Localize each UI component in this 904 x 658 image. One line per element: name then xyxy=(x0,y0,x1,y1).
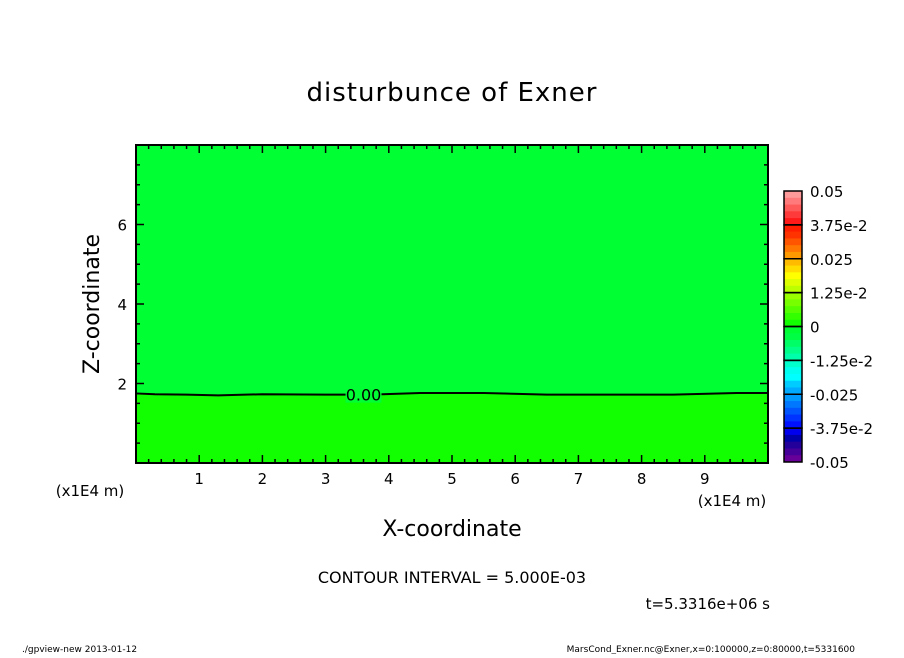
colorbar-band xyxy=(784,360,802,368)
colorbar-band xyxy=(784,455,802,463)
footer-left-text: ./gpview-new 2013-01-12 xyxy=(22,645,137,654)
y-tick-label: 6 xyxy=(117,217,127,235)
colorbar-band xyxy=(784,245,802,253)
colorbar-label: 0 xyxy=(810,319,820,337)
colorbar-band xyxy=(784,421,802,429)
colorbar-band xyxy=(784,211,802,219)
x-tick-label: 6 xyxy=(510,470,520,488)
x-axis-label: X-coordinate xyxy=(382,517,521,542)
contour-label-bg xyxy=(345,386,382,403)
chart-title: disturbunce of Exner xyxy=(307,78,598,108)
footer-right-text: MarsCond_Exner.nc@Exner,x=0:100000,z=0:8… xyxy=(567,645,856,654)
colorbar-band xyxy=(784,218,802,226)
colorbar-band xyxy=(784,407,802,416)
x-tick-label: 1 xyxy=(194,470,204,488)
colorbar-label: 3.75e-2 xyxy=(810,217,868,235)
colorbar-band xyxy=(784,373,802,382)
contour-line-0 xyxy=(135,392,768,397)
region-upper xyxy=(136,145,768,396)
colorbar-label: 1.25e-2 xyxy=(810,285,868,303)
y-tick-label: 4 xyxy=(117,296,127,314)
colorbar-band xyxy=(784,285,802,294)
time-text: t=5.3316e+06 s xyxy=(646,595,771,613)
colorbar-band xyxy=(784,292,802,300)
colorbar-band xyxy=(784,231,802,239)
x-tick-label: 7 xyxy=(574,470,584,488)
colorbar-band xyxy=(784,272,802,280)
x-unit-right: (x1E4 m) xyxy=(698,492,767,510)
colorbar-band xyxy=(784,434,802,443)
colorbar-band xyxy=(784,394,802,402)
x-unit-left: (x1E4 m) xyxy=(56,482,125,500)
colorbar-band xyxy=(784,414,802,422)
colorbar-band xyxy=(784,401,802,409)
x-tick-label: 8 xyxy=(637,470,647,488)
colorbar-label: -3.75e-2 xyxy=(810,420,873,438)
colorbar-band xyxy=(784,238,802,246)
colorbar-band xyxy=(784,251,802,260)
colorbar-label: 0.025 xyxy=(810,251,853,269)
colorbar-band xyxy=(784,340,802,348)
y-tick-label: 2 xyxy=(117,376,127,394)
region-lower xyxy=(136,393,768,463)
colorbar-label: -0.05 xyxy=(810,454,849,472)
colorbar-label: -1.25e-2 xyxy=(810,352,873,370)
colorbar-band xyxy=(784,333,802,341)
x-tick-label: 5 xyxy=(447,470,457,488)
colorbar-band xyxy=(784,367,802,375)
colorbar-band xyxy=(784,258,802,267)
colorbar-band xyxy=(784,380,802,388)
x-tick-label: 3 xyxy=(321,470,331,488)
colorbar-label: -0.025 xyxy=(810,386,858,404)
y-axis-label: Z-coordinate xyxy=(80,234,105,374)
colorbar-band xyxy=(784,224,802,233)
colorbar-band xyxy=(784,441,802,449)
contour-label: 0.00 xyxy=(346,386,382,405)
colorbar-band xyxy=(784,197,802,206)
colorbar-band xyxy=(784,306,802,314)
colorbar-band xyxy=(784,319,802,327)
x-tick-label: 9 xyxy=(700,470,710,488)
colorbar-band xyxy=(784,353,802,361)
colorbar-band xyxy=(784,279,802,287)
colorbar-band xyxy=(784,346,802,355)
colorbar-band xyxy=(784,265,802,273)
x-tick-label: 4 xyxy=(384,470,394,488)
colorbar-band xyxy=(784,191,802,199)
colorbar-band xyxy=(784,299,802,307)
colorbar-band xyxy=(784,448,802,456)
colorbar-label: 0.05 xyxy=(810,183,843,201)
colorbar-band xyxy=(784,387,802,395)
colorbar-band xyxy=(784,312,802,321)
colorbar-band xyxy=(784,204,802,212)
colorbar-band xyxy=(784,428,802,436)
x-tick-label: 2 xyxy=(258,470,268,488)
colorbar-band xyxy=(784,326,802,334)
contour-interval-text: CONTOUR INTERVAL = 5.000E-03 xyxy=(318,568,586,587)
colorbar-segment xyxy=(783,427,803,463)
